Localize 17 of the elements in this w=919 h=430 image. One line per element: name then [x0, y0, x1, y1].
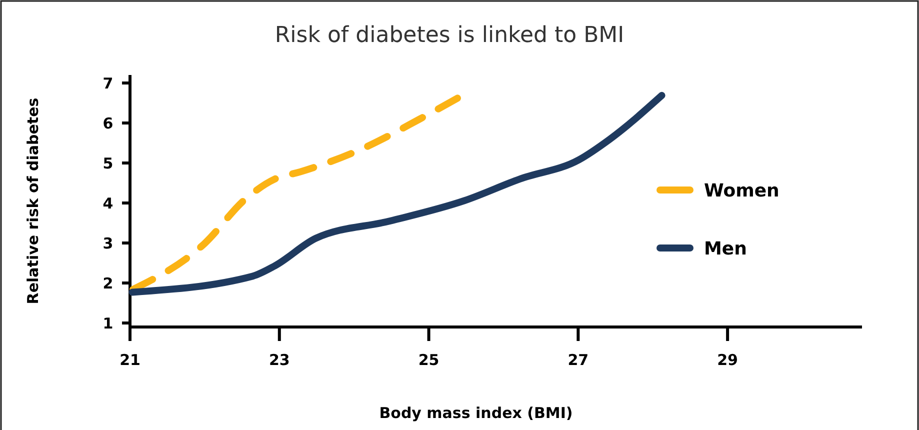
- y-tick-label: 2: [102, 274, 114, 292]
- x-tick-label: 23: [268, 351, 290, 369]
- y-tick-label: 7: [102, 74, 114, 92]
- x-tick-label: 29: [717, 351, 738, 369]
- x-tick-label: 25: [418, 351, 440, 369]
- x-tick-label: 21: [120, 351, 140, 369]
- y-axis-title: Relative risk of diabetes: [24, 98, 42, 304]
- y-tick-label: 4: [102, 194, 114, 212]
- legend-label: Men: [704, 238, 747, 260]
- legend-label: Women: [704, 180, 780, 202]
- y-tick-label: 6: [102, 114, 114, 132]
- chart-title: Risk of diabetes is linked to BMI: [274, 23, 624, 48]
- y-tick-label: 1: [102, 314, 114, 332]
- x-axis-title: Body mass index (BMI): [379, 404, 573, 422]
- y-tick-label: 3: [102, 234, 114, 252]
- x-tick-label: 27: [568, 351, 589, 369]
- y-tick-label: 5: [102, 154, 114, 172]
